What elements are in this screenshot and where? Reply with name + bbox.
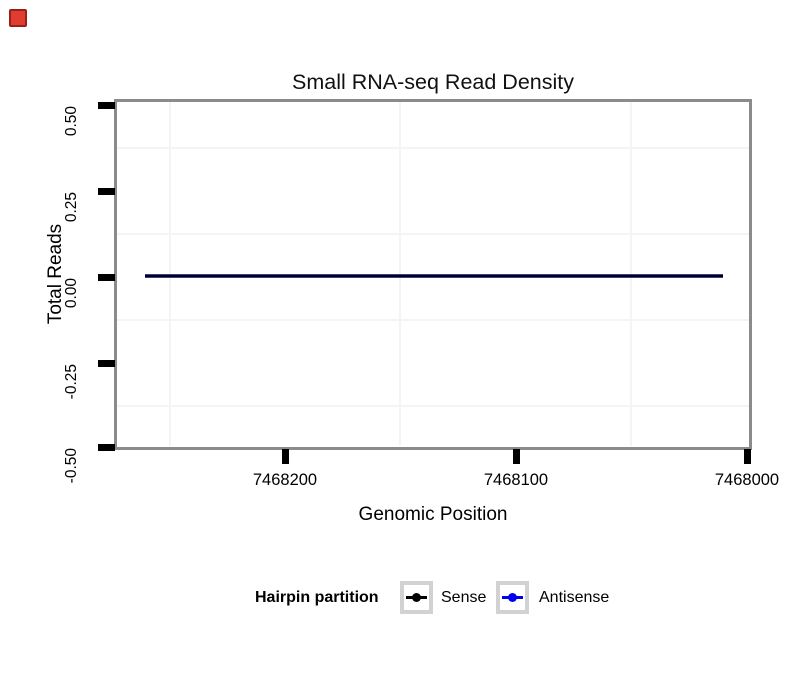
minor-gridline-h bbox=[117, 319, 749, 321]
y-tick-mark bbox=[98, 188, 115, 195]
red-square-marker bbox=[9, 9, 27, 27]
x-tick-mark bbox=[744, 449, 751, 464]
sense-key-icon bbox=[400, 581, 433, 614]
antisense-dot-glyph bbox=[508, 593, 517, 602]
sense-dot-glyph bbox=[412, 593, 421, 602]
y-tick-mark bbox=[98, 102, 115, 109]
minor-gridline-h bbox=[117, 147, 749, 149]
x-tick-label: 7468200 bbox=[252, 471, 318, 489]
y-tick-mark bbox=[98, 274, 115, 281]
legend-title: Hairpin partition bbox=[255, 589, 379, 606]
x-tick-label: 7468000 bbox=[714, 471, 780, 489]
chart-title: Small RNA-seq Read Density bbox=[292, 70, 574, 94]
minor-gridline-h bbox=[117, 405, 749, 407]
y-tick-mark bbox=[98, 444, 115, 451]
y-tick-mark bbox=[98, 360, 115, 367]
legend-label-antisense: Antisense bbox=[539, 589, 610, 606]
minor-gridline-h bbox=[117, 233, 749, 235]
x-tick-mark bbox=[513, 449, 520, 464]
density-line-sense-antisense bbox=[145, 274, 723, 278]
x-tick-mark bbox=[282, 449, 289, 464]
x-tick-label: 7468100 bbox=[483, 471, 549, 489]
legend-label-sense: Sense bbox=[441, 589, 487, 606]
x-axis-title: Genomic Position bbox=[358, 504, 508, 525]
antisense-key-icon bbox=[496, 581, 529, 614]
